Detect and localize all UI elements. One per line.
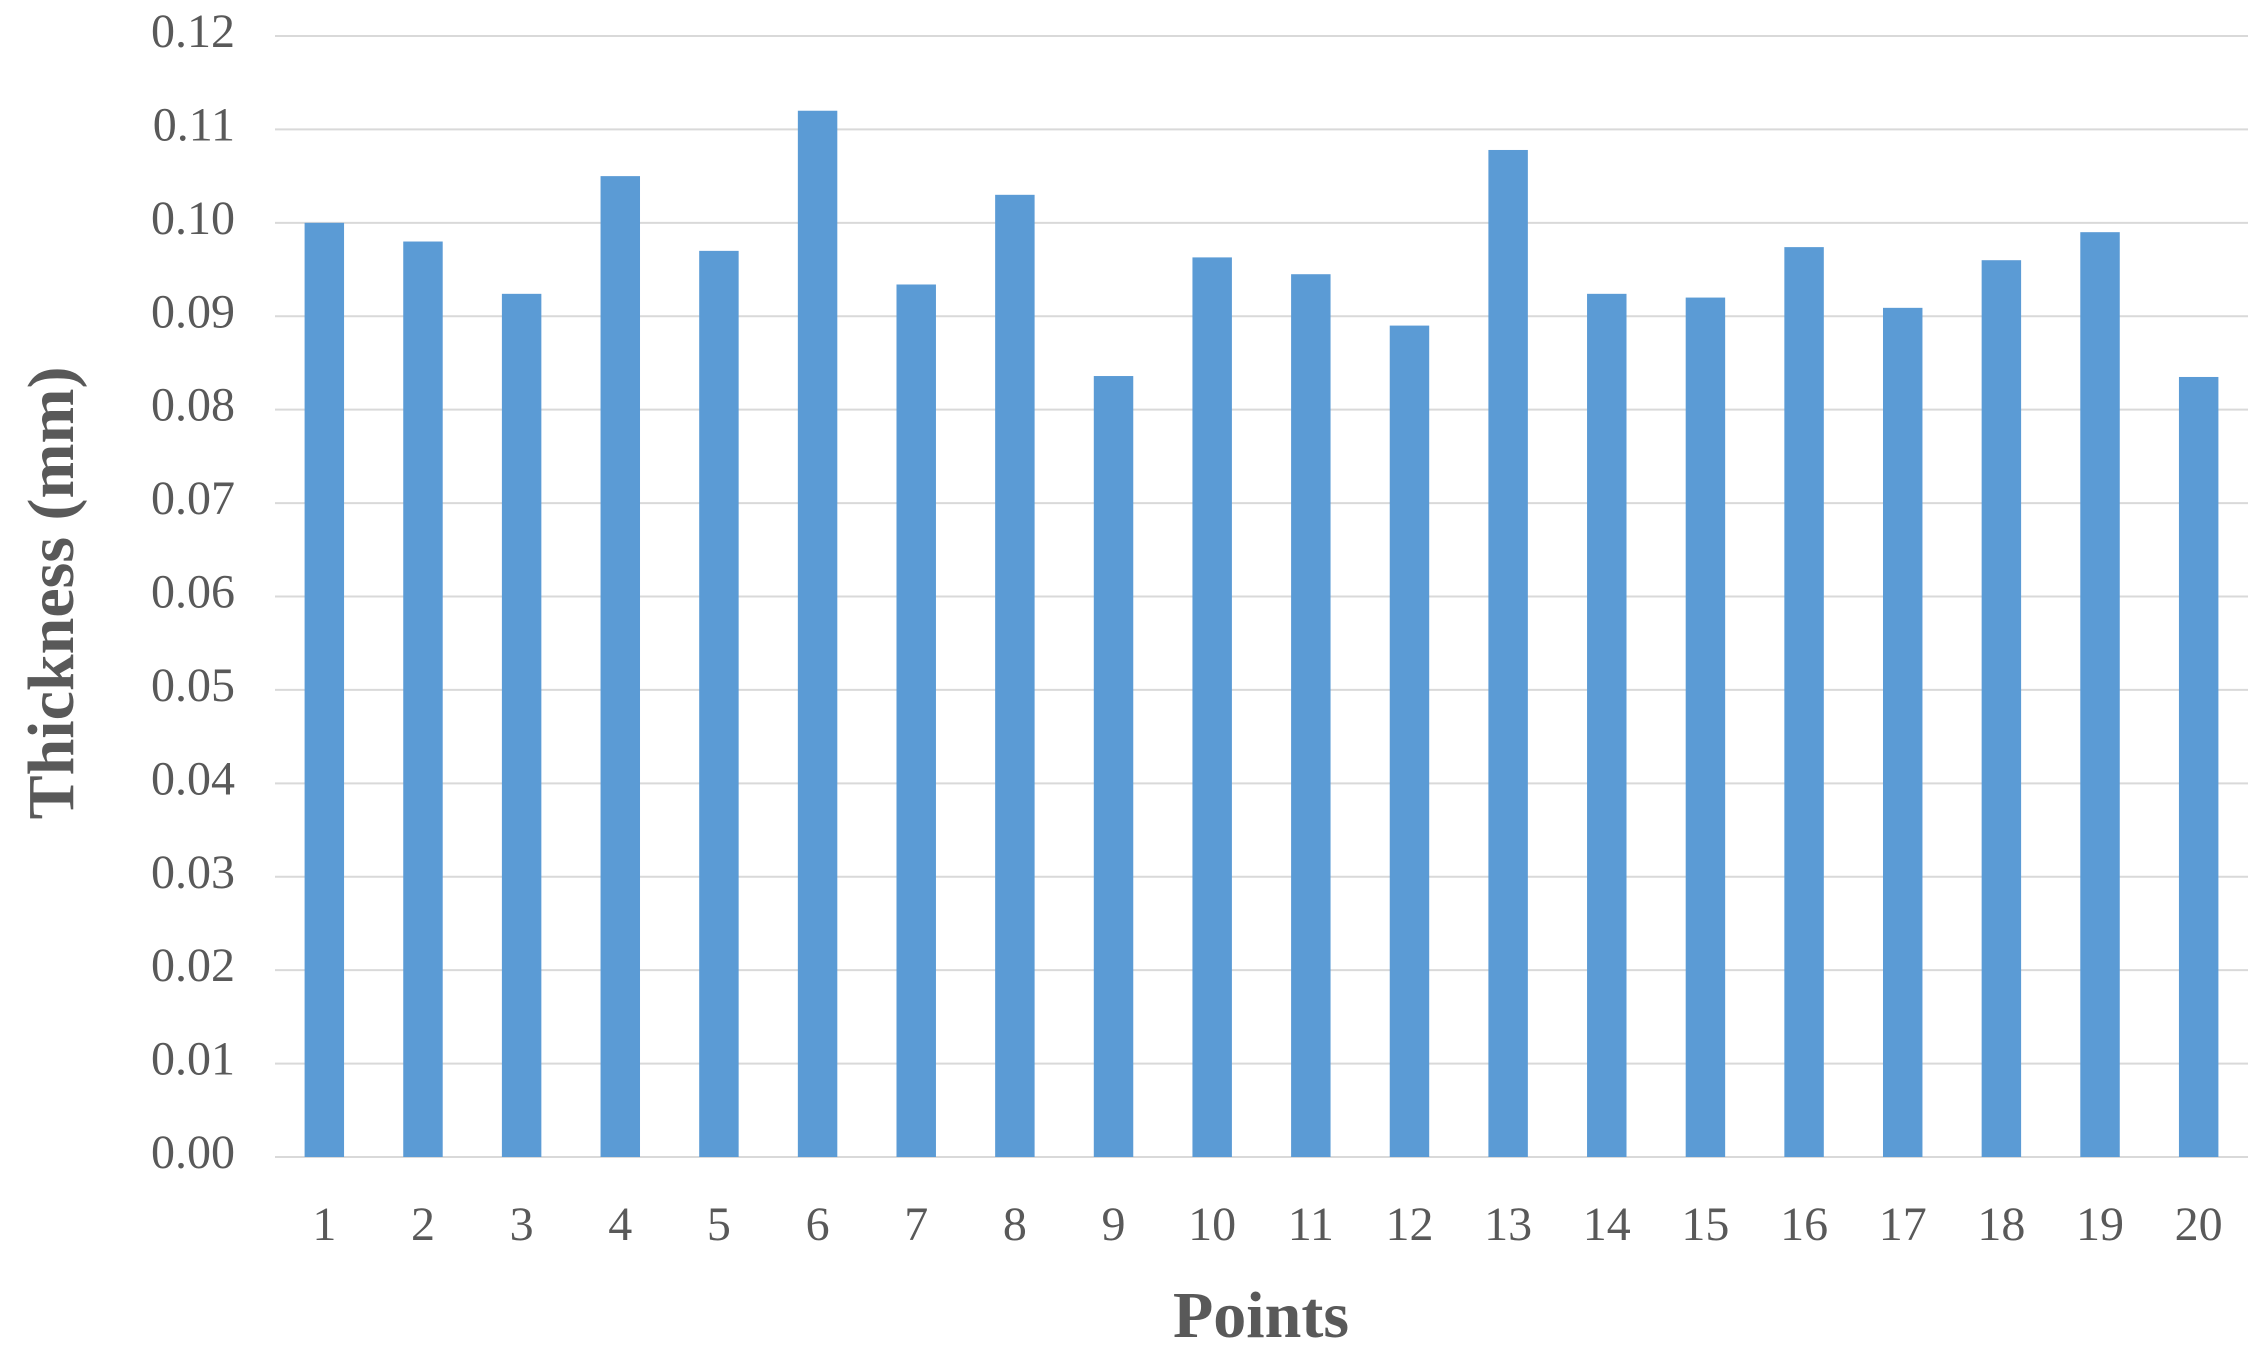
x-tick-label: 6 bbox=[806, 1198, 830, 1251]
y-tick-label: 0.00 bbox=[151, 1126, 235, 1179]
bar bbox=[304, 222, 345, 1158]
bar bbox=[1981, 260, 2022, 1157]
bar bbox=[1291, 274, 1331, 1157]
y-tick-label: 0.04 bbox=[151, 752, 235, 805]
y-tick-label: 0.06 bbox=[151, 566, 235, 619]
bar bbox=[797, 110, 838, 1158]
bar bbox=[2178, 376, 2219, 1157]
y-tick-label: 0.12 bbox=[151, 5, 235, 58]
y-tick-label: 0.10 bbox=[151, 192, 235, 245]
x-tick-label: 4 bbox=[608, 1198, 632, 1251]
x-tick-label: 2 bbox=[411, 1198, 435, 1251]
x-tick-label: 16 bbox=[1780, 1198, 1828, 1251]
y-tick-label: 0.03 bbox=[151, 846, 235, 899]
bar bbox=[1882, 307, 1923, 1157]
x-tick-label: 17 bbox=[1879, 1198, 1927, 1251]
bar bbox=[403, 241, 443, 1157]
y-tick-label: 0.01 bbox=[151, 1033, 235, 1086]
bar bbox=[1192, 257, 1232, 1158]
y-tick-label: 0.05 bbox=[151, 659, 235, 712]
bar bbox=[501, 293, 542, 1158]
x-axis-title: Points bbox=[1173, 1279, 1349, 1352]
x-tick-label: 5 bbox=[707, 1198, 731, 1251]
x-tick-label: 1 bbox=[312, 1198, 336, 1251]
bar bbox=[1488, 149, 1528, 1158]
x-tick-label: 13 bbox=[1484, 1198, 1532, 1251]
y-tick-label: 0.07 bbox=[151, 472, 235, 525]
x-tick-label: 20 bbox=[2175, 1198, 2223, 1251]
bar bbox=[995, 194, 1035, 1157]
x-tick-label: 3 bbox=[510, 1198, 534, 1251]
x-tick-label: 15 bbox=[1681, 1198, 1729, 1251]
y-tick-label: 0.08 bbox=[151, 379, 235, 432]
x-tick-label: 18 bbox=[1977, 1198, 2025, 1251]
bar bbox=[1784, 247, 1824, 1157]
x-tick-label: 10 bbox=[1188, 1198, 1236, 1251]
x-tick-label: 11 bbox=[1288, 1198, 1334, 1251]
bar bbox=[896, 284, 936, 1157]
bar bbox=[1685, 297, 1726, 1158]
x-tick-label: 9 bbox=[1102, 1198, 1126, 1251]
x-tick-label: 8 bbox=[1003, 1198, 1027, 1251]
bar bbox=[699, 250, 739, 1157]
x-tick-label: 14 bbox=[1583, 1198, 1631, 1251]
bar bbox=[2080, 232, 2120, 1158]
y-tick-label: 0.09 bbox=[151, 285, 235, 338]
y-tick-label: 0.02 bbox=[151, 939, 235, 992]
bar bbox=[600, 176, 641, 1157]
bar bbox=[1389, 325, 1430, 1157]
x-tick-label: 12 bbox=[1385, 1198, 1433, 1251]
x-tick-label: 19 bbox=[2076, 1198, 2124, 1251]
x-tick-label: 7 bbox=[904, 1198, 928, 1251]
bar bbox=[1093, 376, 1134, 1158]
y-axis-title: Thickness (mm) bbox=[15, 367, 88, 820]
bar bbox=[1587, 293, 1627, 1158]
y-tick-label: 0.11 bbox=[153, 98, 235, 151]
